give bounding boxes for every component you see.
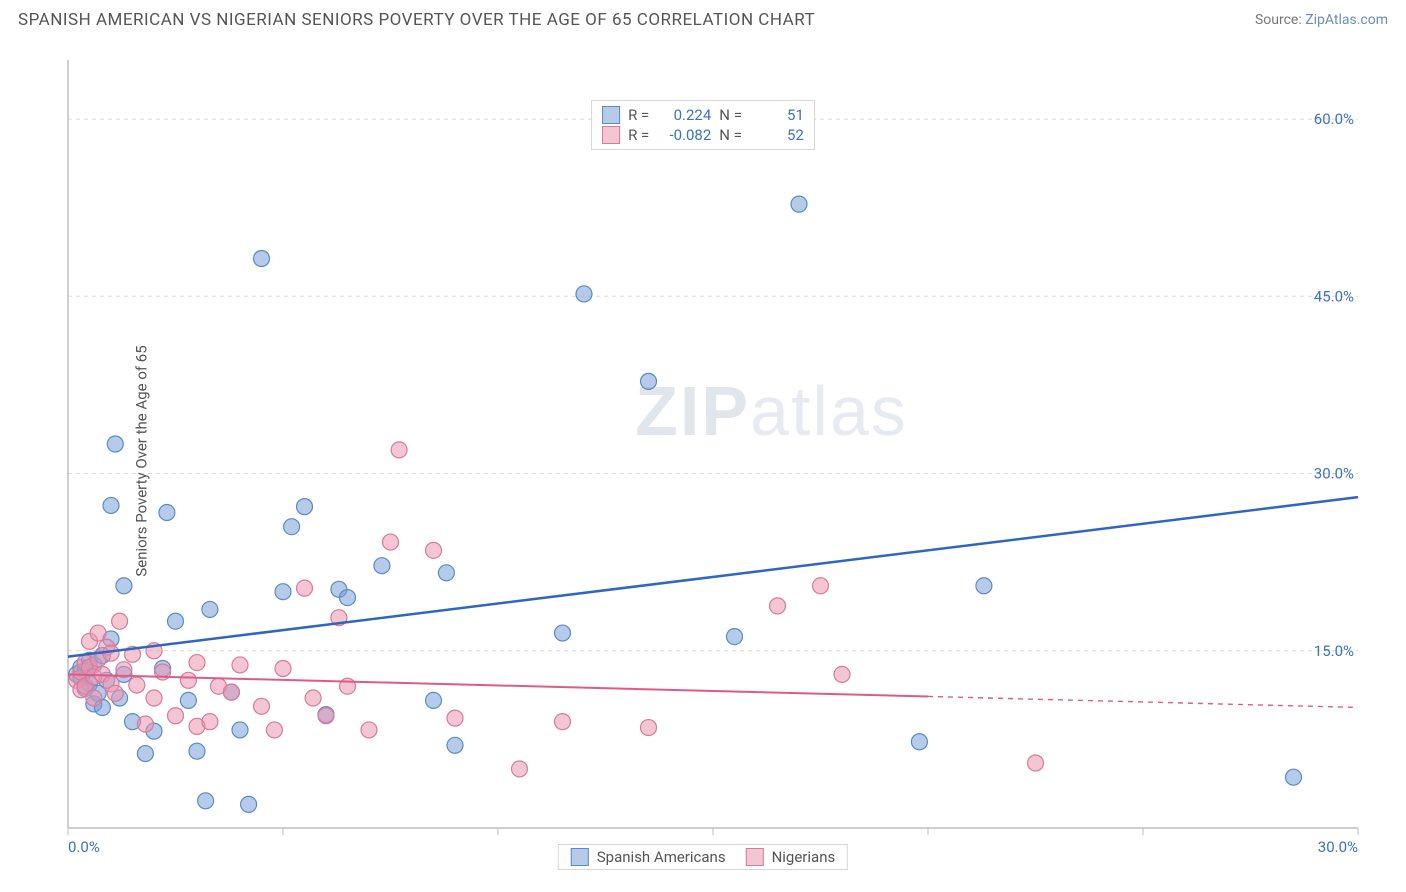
stats-row: R = 0.224 N = 51 bbox=[602, 105, 804, 125]
source-link[interactable]: ZipAtlas.com bbox=[1305, 12, 1388, 28]
r-value: 0.224 bbox=[657, 106, 711, 124]
legend-label: Nigerians bbox=[772, 848, 836, 866]
scatter-plot: 15.0% 30.0% 45.0% 60.0% 0.0% 30.0% bbox=[18, 48, 1388, 874]
svg-text:30.0%: 30.0% bbox=[1318, 838, 1358, 856]
legend-item: Spanish Americans bbox=[571, 848, 726, 866]
swatch-icon bbox=[571, 848, 589, 866]
chart-area: Seniors Poverty Over the Age of 65 ZIPat… bbox=[18, 48, 1388, 874]
legend-item: Nigerians bbox=[746, 848, 836, 866]
r-label: R = bbox=[628, 106, 649, 124]
n-value: 51 bbox=[750, 106, 804, 124]
swatch-icon bbox=[746, 848, 764, 866]
n-value: 52 bbox=[750, 126, 804, 144]
source-prefix: Source: bbox=[1255, 12, 1305, 28]
chart-title: SPANISH AMERICAN VS NIGERIAN SENIORS POV… bbox=[18, 10, 815, 30]
series-legend: Spanish Americans Nigerians bbox=[558, 844, 848, 870]
r-value: -0.082 bbox=[657, 126, 711, 144]
svg-text:30.0%: 30.0% bbox=[1314, 465, 1354, 483]
svg-text:45.0%: 45.0% bbox=[1314, 287, 1354, 305]
source-attribution: Source: ZipAtlas.com bbox=[1255, 12, 1388, 28]
n-label: N = bbox=[719, 106, 742, 124]
r-label: R = bbox=[628, 126, 649, 144]
stats-row: R = -0.082 N = 52 bbox=[602, 125, 804, 145]
header: SPANISH AMERICAN VS NIGERIAN SENIORS POV… bbox=[0, 0, 1406, 38]
svg-text:15.0%: 15.0% bbox=[1314, 642, 1354, 660]
stats-legend: R = 0.224 N = 51 R = -0.082 N = 52 bbox=[591, 100, 815, 150]
legend-label: Spanish Americans bbox=[597, 848, 726, 866]
swatch-icon bbox=[602, 126, 620, 144]
swatch-icon bbox=[602, 106, 620, 124]
y-axis-label: Seniors Poverty Over the Age of 65 bbox=[133, 345, 151, 576]
svg-text:60.0%: 60.0% bbox=[1314, 110, 1354, 128]
n-label: N = bbox=[719, 126, 742, 144]
svg-text:0.0%: 0.0% bbox=[68, 838, 100, 856]
